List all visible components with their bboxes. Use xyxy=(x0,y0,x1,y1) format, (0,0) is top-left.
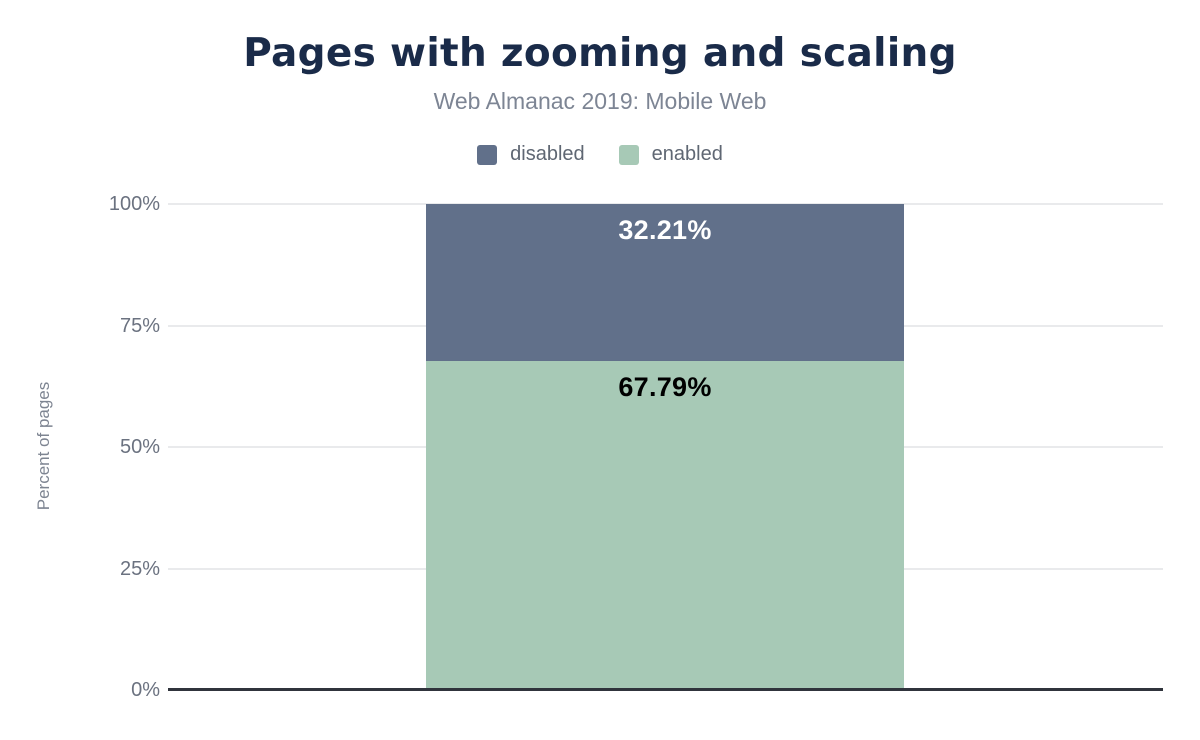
bar-segment-enabled[interactable]: 67.79% xyxy=(426,360,904,690)
chart-subtitle: Web Almanac 2019: Mobile Web xyxy=(433,88,767,114)
x-axis-baseline xyxy=(168,688,1163,691)
stacked-bar: 32.21% 67.79% xyxy=(426,204,904,690)
y-tick-label-50: 50% xyxy=(119,436,160,458)
bar-segment-value-label: 67.79% xyxy=(618,371,712,402)
y-tick-label-100: 100% xyxy=(108,193,160,215)
legend-label: disabled xyxy=(510,143,585,165)
legend: disabled enabled xyxy=(0,143,1200,166)
bar-segment-value-label: 32.21% xyxy=(618,215,712,245)
legend-item-enabled: enabled xyxy=(618,143,723,166)
plot-area: 32.21% 67.79% xyxy=(168,203,1163,691)
y-tick-label-75: 75% xyxy=(119,314,160,337)
legend-swatch-enabled xyxy=(618,144,639,165)
legend-item-disabled: disabled xyxy=(477,143,585,166)
chart-title: Pages with zooming and scaling xyxy=(243,31,957,76)
legend-swatch-disabled xyxy=(477,144,498,165)
y-tick-label-25: 25% xyxy=(119,557,160,580)
legend-label: enabled xyxy=(651,143,723,165)
y-tick-label-0: 0% xyxy=(131,679,160,701)
bar-segment-disabled[interactable]: 32.21% xyxy=(426,204,904,361)
